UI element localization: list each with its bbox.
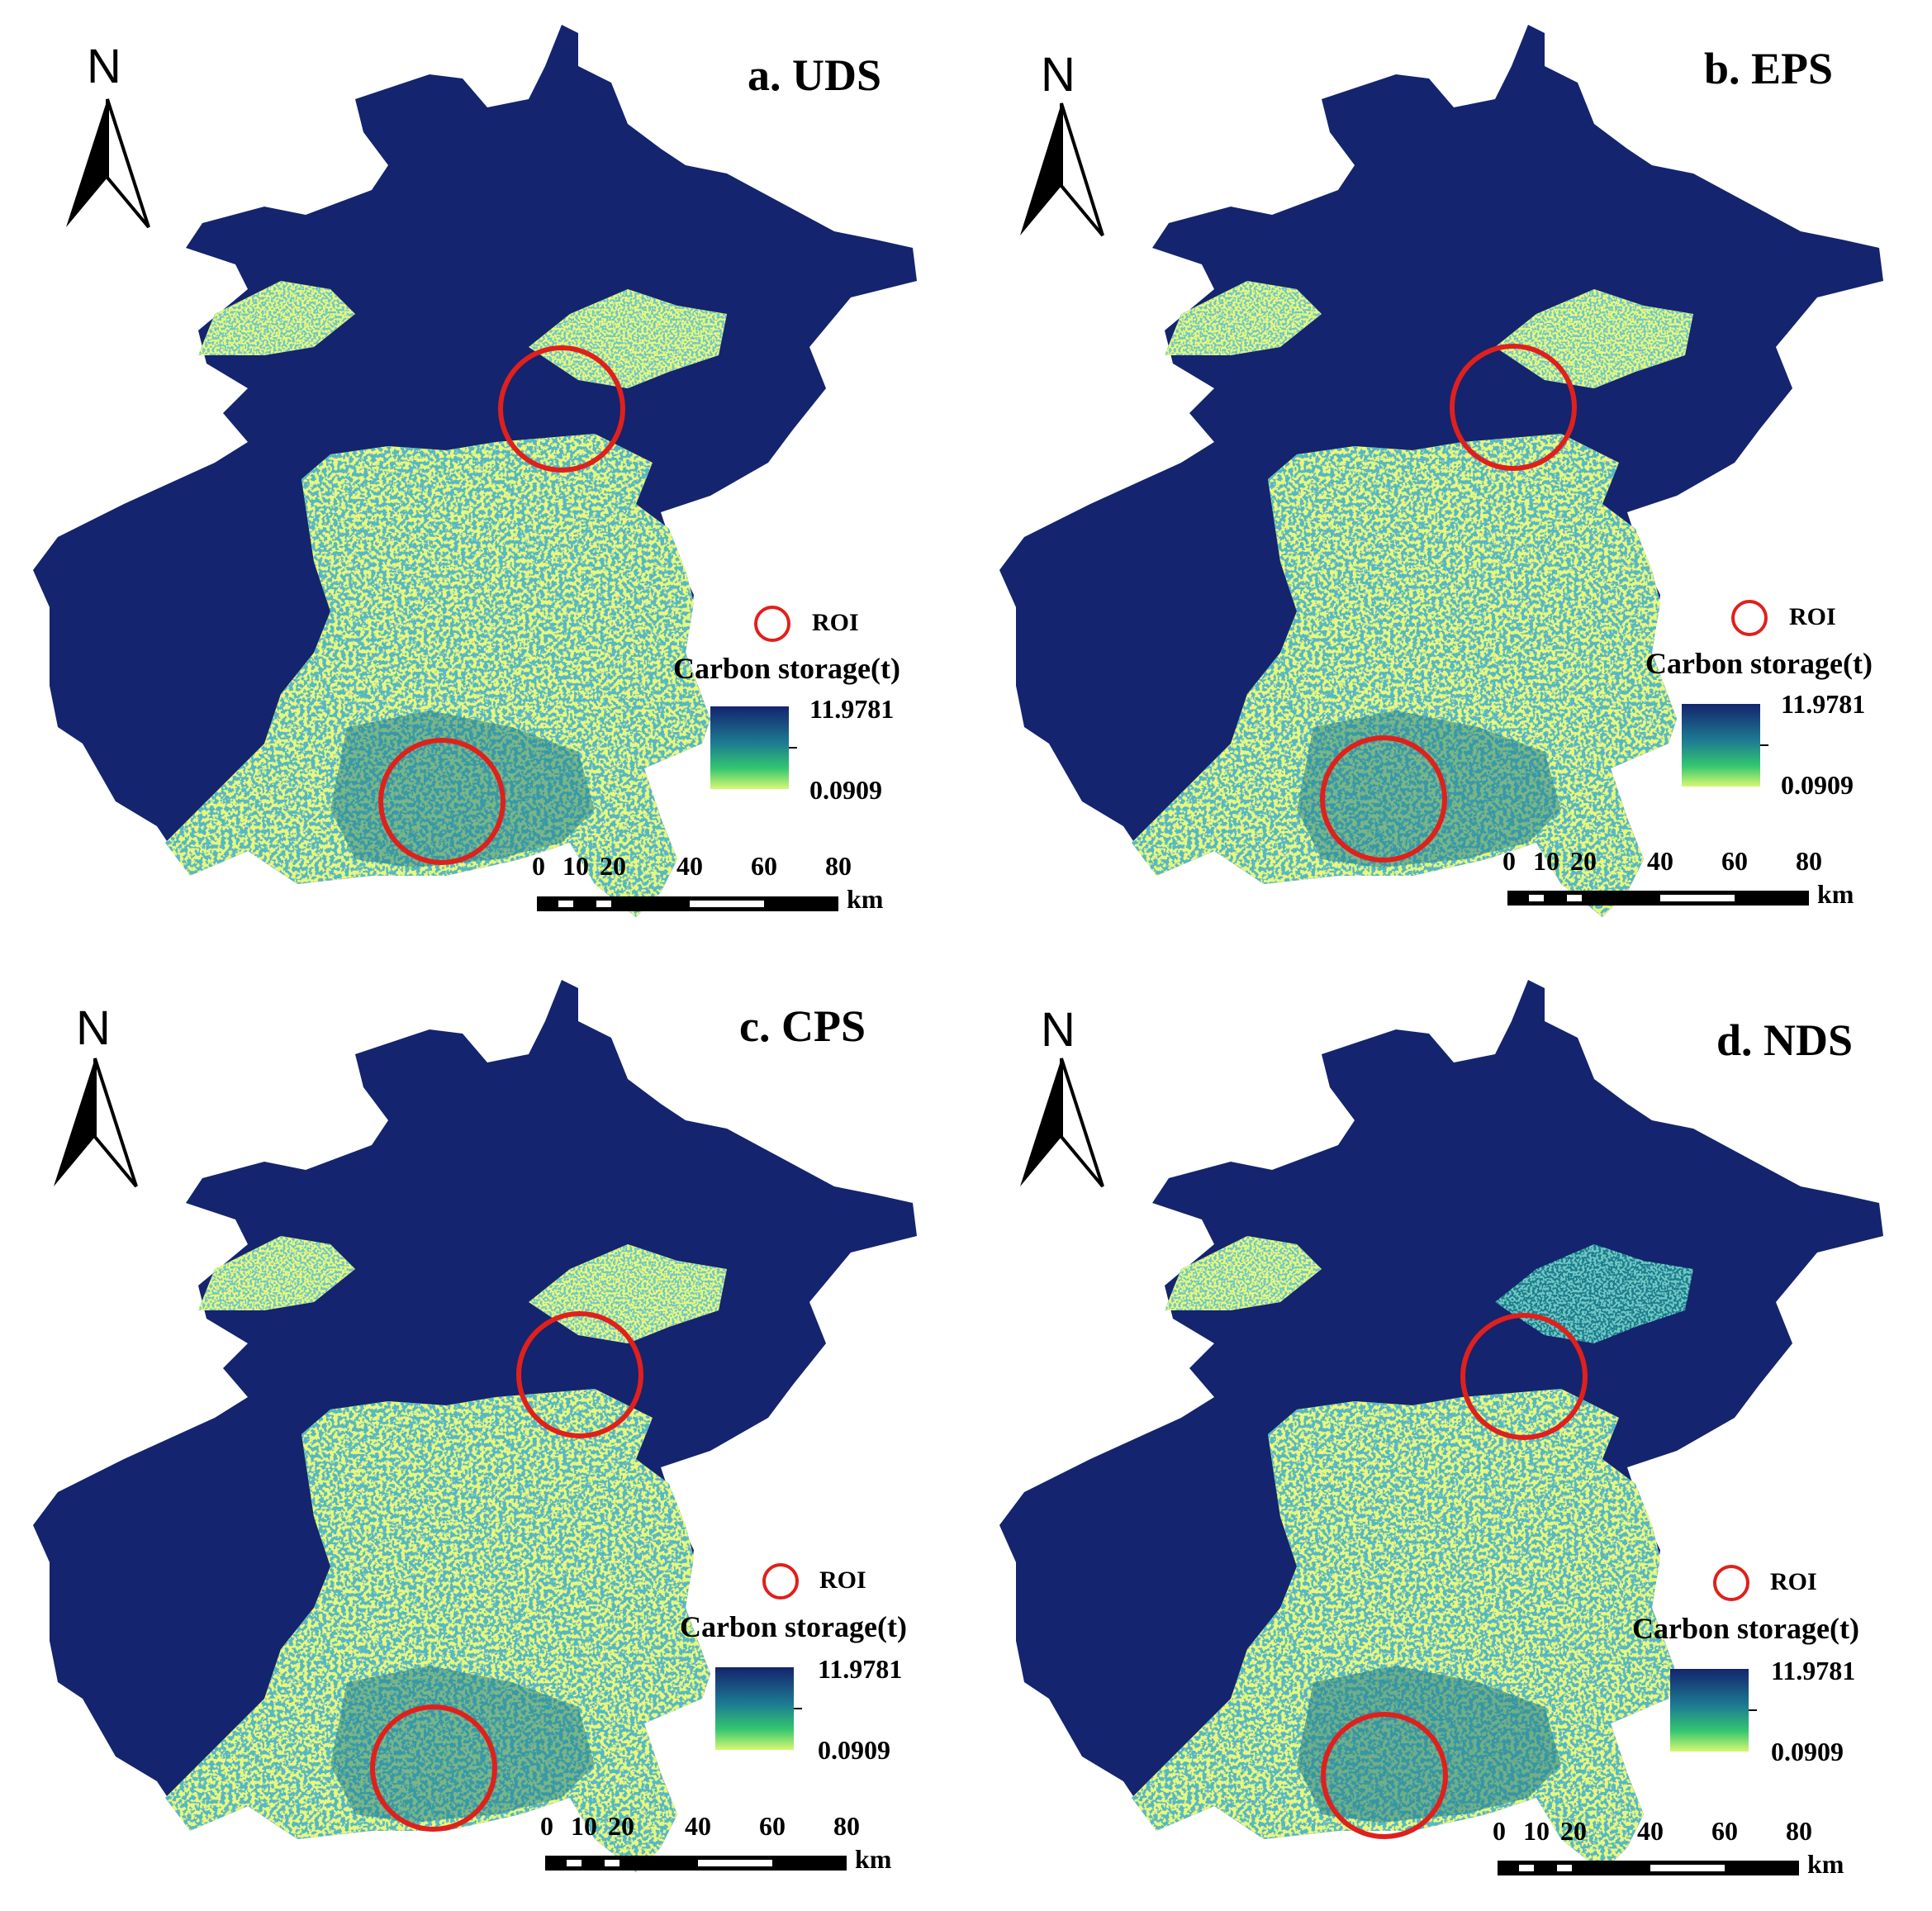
roi-circle-south	[1320, 735, 1447, 863]
scale-tick: 20	[1570, 846, 1597, 876]
legend-min-value: 0.0909	[1771, 1737, 1844, 1766]
scale-tick: 40	[1637, 1816, 1664, 1846]
legend-max-value: 11.9781	[809, 694, 895, 724]
north-label: N	[76, 1001, 111, 1055]
north-arrow-icon	[1020, 102, 1104, 237]
roi-label: ROI	[1770, 1568, 1817, 1595]
scale-tick: 20	[608, 1811, 634, 1841]
north-arrow-icon	[1020, 1058, 1104, 1188]
scale-tick: 60	[751, 851, 777, 881]
scale-unit: km	[1817, 879, 1854, 909]
scale-unit: km	[855, 1844, 892, 1874]
scale-tick: 80	[825, 851, 852, 881]
scale-bar	[545, 1856, 847, 1871]
south-suburban-mixed-area	[330, 711, 595, 868]
carbon-storage-map	[33, 980, 917, 1872]
scale-tick: 80	[1796, 846, 1822, 876]
roi-legend-icon	[754, 606, 790, 642]
scale-bar	[1507, 891, 1809, 906]
scale-tick: 0	[1493, 1816, 1506, 1846]
roi-label: ROI	[1789, 603, 1836, 630]
roi-circle-north	[1460, 1313, 1588, 1440]
scale-tick: 10	[571, 1811, 597, 1841]
northeast-valley-area	[529, 1244, 727, 1343]
legend-title: Carbon storage(t)	[673, 652, 900, 685]
scale-tick: 80	[833, 1811, 860, 1841]
roi-circle-north	[1450, 344, 1577, 471]
scale-unit: km	[1807, 1849, 1844, 1879]
scale-tick: 80	[1786, 1816, 1812, 1846]
scale-bar	[537, 896, 838, 911]
north-label: N	[1041, 48, 1075, 102]
map-panel-b: N b. EPS ROI Carbon storage(t) 11.9781 0…	[966, 0, 1932, 955]
scale-tick: 10	[1533, 846, 1559, 876]
legend-title: Carbon storage(t)	[680, 1610, 907, 1643]
scale-unit: km	[847, 884, 884, 914]
legend-title: Carbon storage(t)	[1645, 647, 1873, 680]
panel-title: d. NDS	[1716, 1015, 1854, 1065]
legend-color-ramp	[715, 1667, 794, 1750]
scale-tick: 10	[563, 851, 589, 881]
scale-tick: 60	[759, 1811, 786, 1841]
northwest-valley-area	[1165, 1236, 1322, 1310]
legend-max-value: 11.9781	[1781, 689, 1866, 719]
legend-title: Carbon storage(t)	[1632, 1612, 1859, 1645]
south-suburban-mixed-area	[330, 1666, 595, 1823]
south-suburban-mixed-area	[1297, 1666, 1561, 1823]
map-panel-c: N c. CPS ROI Carbon storage(t) 11.9781 0…	[0, 955, 966, 1910]
legend-max-value: 11.9781	[1771, 1656, 1856, 1685]
scale-tick: 20	[600, 851, 626, 881]
legend-color-ramp	[710, 706, 789, 789]
roi-label: ROI	[812, 609, 859, 636]
panel-title: b. EPS	[1704, 44, 1834, 93]
scale-tick: 60	[1711, 1816, 1738, 1846]
scale-tick: 0	[540, 1811, 553, 1841]
map-panel-d: N d. NDS ROI Carbon storage(t) 11.9781 0…	[966, 955, 1932, 1910]
scale-tick: 40	[676, 851, 703, 881]
northwest-valley-area	[198, 1236, 355, 1310]
northwest-valley-area	[1165, 281, 1322, 355]
roi-legend-icon	[1731, 600, 1768, 636]
scale-tick: 40	[1647, 846, 1673, 876]
south-suburban-mixed-area	[1297, 711, 1561, 868]
map-panel-a: N a. UDS ROI Carbon storage(t) 11.9781 0…	[0, 0, 966, 955]
scale-tick: 0	[532, 851, 545, 881]
northwest-valley-area	[198, 281, 355, 355]
roi-circle-north	[498, 345, 625, 473]
north-label: N	[87, 40, 121, 93]
roi-circle-north	[516, 1311, 643, 1438]
scale-bar	[1498, 1861, 1799, 1875]
roi-circle-south	[378, 738, 506, 865]
legend-color-ramp	[1682, 704, 1760, 787]
northeast-valley-area	[529, 289, 727, 388]
carbon-storage-map	[33, 25, 917, 917]
north-arrow-icon	[54, 1058, 138, 1188]
carbon-storage-map	[999, 25, 1883, 917]
scale-tick: 40	[685, 1811, 711, 1841]
panel-title: c. CPS	[739, 1001, 866, 1051]
scale-tick: 10	[1523, 1816, 1550, 1846]
roi-label: ROI	[819, 1566, 866, 1594]
north-arrow-icon	[66, 98, 150, 229]
north-label: N	[1041, 1003, 1075, 1057]
legend-max-value: 11.9781	[818, 1654, 903, 1684]
legend-min-value: 0.0909	[818, 1735, 890, 1765]
roi-legend-icon	[762, 1563, 799, 1600]
legend-min-value: 0.0909	[1781, 770, 1854, 800]
panel-title: a. UDS	[748, 50, 882, 100]
roi-circle-south	[370, 1704, 497, 1832]
legend-color-ramp	[1670, 1669, 1749, 1752]
carbon-storage-map	[999, 980, 1883, 1875]
scale-tick: 60	[1721, 846, 1748, 876]
northeast-valley-area	[1495, 289, 1693, 388]
roi-legend-icon	[1713, 1565, 1749, 1601]
legend-min-value: 0.0909	[809, 775, 882, 805]
scale-tick: 20	[1560, 1816, 1587, 1846]
scale-tick: 0	[1502, 846, 1516, 876]
roi-circle-south	[1321, 1712, 1448, 1839]
